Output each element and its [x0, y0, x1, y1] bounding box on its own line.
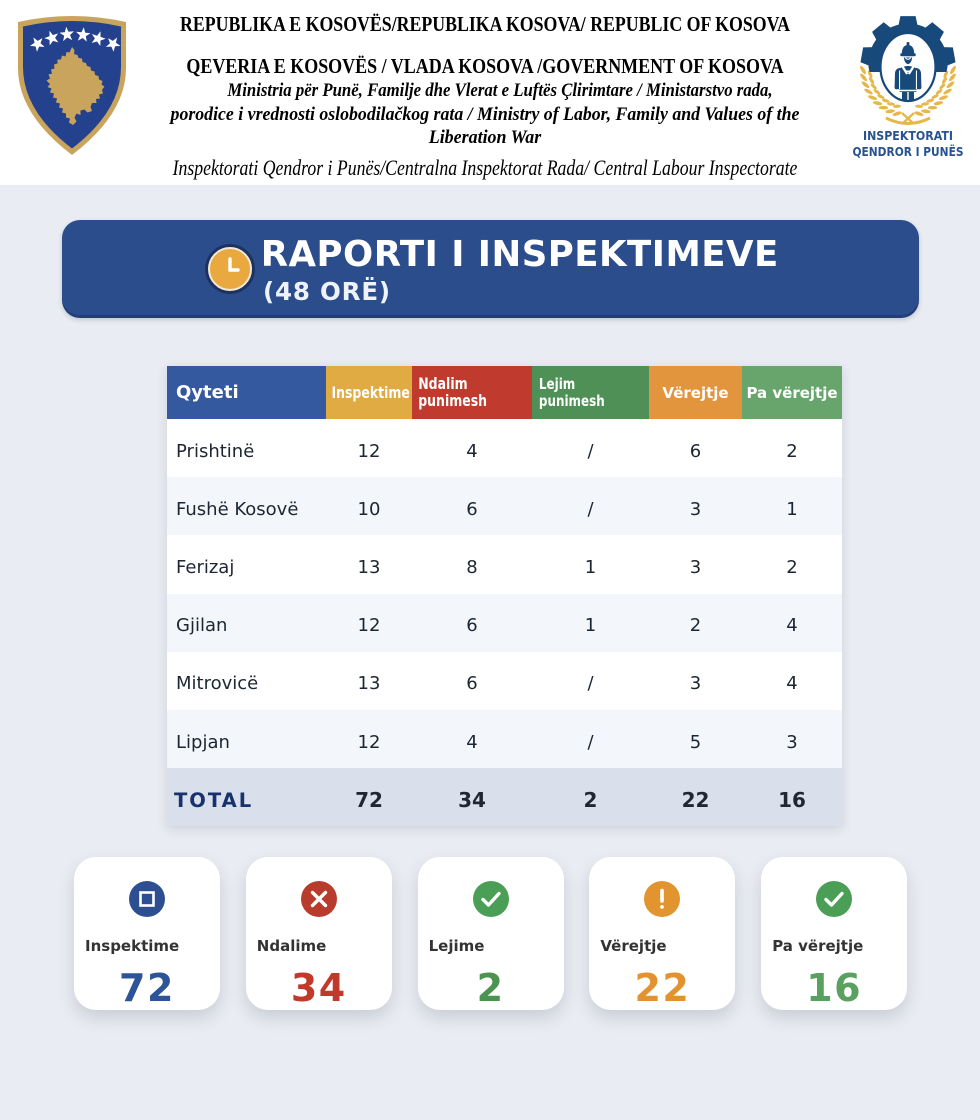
- svg-text:INSPEKTORATI: INSPEKTORATI: [863, 128, 953, 143]
- svg-text:QENDROR I PUNËS: QENDROR I PUNËS: [853, 144, 964, 159]
